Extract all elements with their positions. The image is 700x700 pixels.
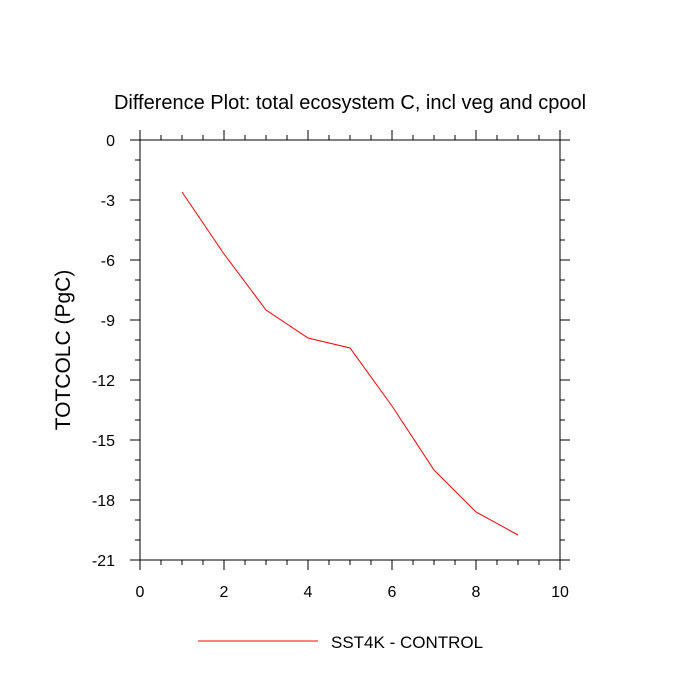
plot-frame (139, 139, 561, 561)
legend: SST4K - CONTROL (198, 633, 483, 652)
x-tick-label: 6 (388, 584, 397, 601)
legend-label-sst4k-control: SST4K - CONTROL (331, 633, 483, 652)
y-axis-label: TOTCOLC (PgC) (52, 270, 75, 431)
series-line-0 (181, 191, 519, 536)
y-tick-label: -12 (92, 373, 115, 390)
x-tick-label: 4 (304, 584, 313, 601)
y-tick-label: -9 (101, 313, 115, 330)
y-tick-label: -18 (92, 493, 115, 510)
y-tick-label: -15 (92, 433, 115, 450)
x-tick-label: 10 (551, 584, 569, 601)
x-tick-label: 0 (136, 584, 145, 601)
series-layer (181, 191, 519, 536)
y-tick-label: -21 (92, 553, 115, 570)
y-tick-label: -3 (101, 193, 115, 210)
y-tick-label: -6 (101, 253, 115, 270)
x-tick-label: 2 (220, 584, 229, 601)
axis-ticks (130, 130, 570, 570)
y-tick-label: 0 (106, 133, 115, 150)
axis-tick-labels: 0 2 4 6 8 10 0 -3 -6 -9 -12 -15 -18 -21 (92, 133, 569, 601)
chart-title: Difference Plot: total ecosystem C, incl… (114, 92, 586, 114)
x-tick-label: 8 (472, 584, 481, 601)
